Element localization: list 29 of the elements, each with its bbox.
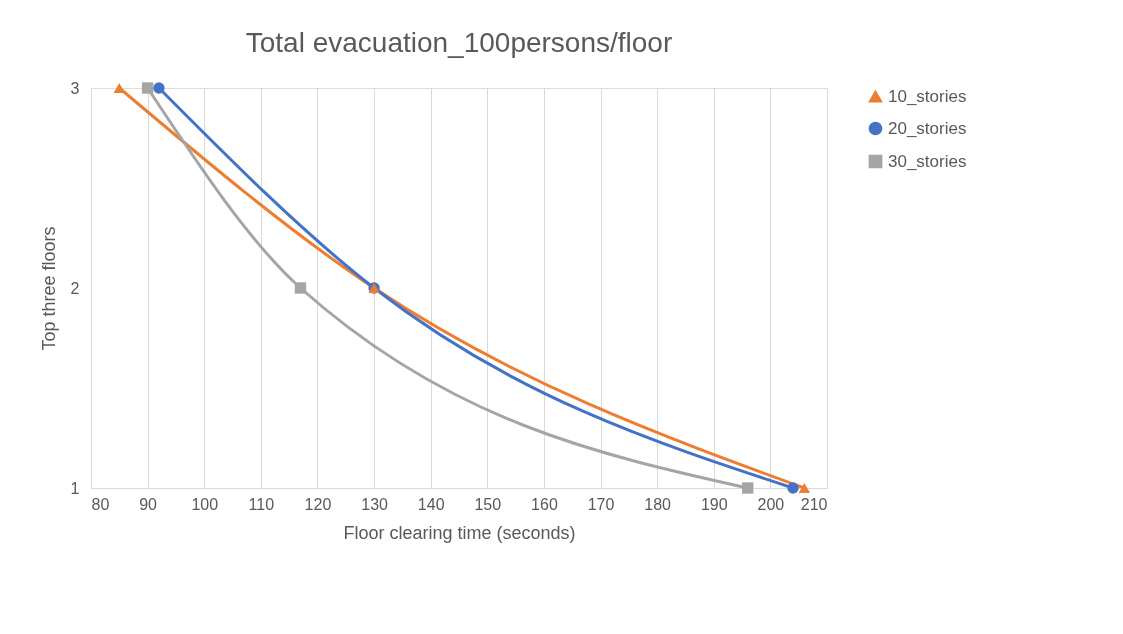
point (294, 282, 307, 294)
y-tick-label: 2 (70, 279, 80, 297)
x-tick-label: 100 (191, 495, 219, 513)
point (141, 82, 154, 94)
x-tick-label: 200 (757, 495, 785, 513)
x-tick-label: 180 (644, 495, 672, 513)
y-tick-label: 1 (70, 479, 80, 497)
legend-label: 30_stories (888, 151, 967, 171)
legend-label: 10_stories (888, 86, 967, 106)
x-tick-label: 210 (800, 495, 828, 513)
x-tick-label: 110 (248, 495, 275, 513)
point (742, 482, 754, 494)
y-tick-label: 3 (70, 79, 80, 97)
point (153, 82, 165, 94)
x-tick-label: 140 (417, 495, 445, 513)
y-axis-title: Top three floors (38, 226, 59, 351)
x-tick-label: 190 (700, 495, 728, 513)
x-tick-label: 90 (139, 495, 158, 513)
legend-label: 20_stories (888, 118, 967, 138)
x-tick-label: 160 (531, 495, 558, 513)
point (798, 483, 811, 493)
x-axis-title: Floor clearing time (seconds) (343, 522, 576, 543)
chart-title: Total evacuation_100persons/floor (245, 27, 673, 58)
x-tick-label: 120 (304, 495, 332, 513)
x-tick-label: 170 (587, 495, 615, 513)
x-tick-label: 130 (361, 495, 389, 513)
point (787, 482, 799, 494)
x-tick-label: 80 (91, 495, 110, 513)
x-tick-label: 150 (474, 495, 502, 513)
